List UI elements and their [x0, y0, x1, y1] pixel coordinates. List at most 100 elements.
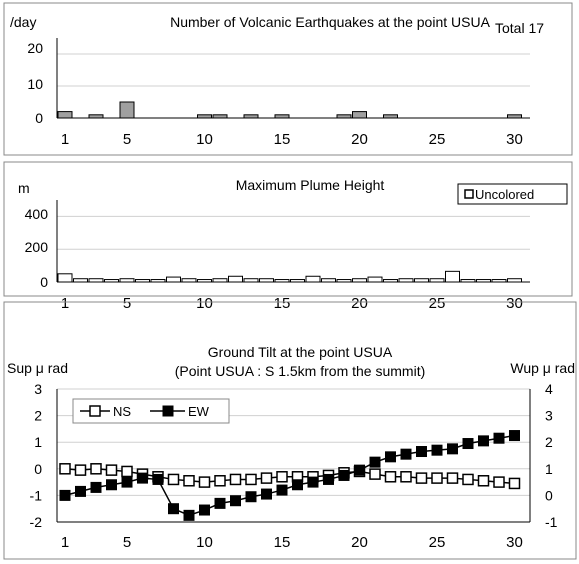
- plume-x-tick: 20: [351, 295, 368, 312]
- earthquake-x-tick: 15: [274, 131, 291, 148]
- tilt-ew-point: [214, 497, 226, 509]
- plume-y-tick: 200: [25, 239, 49, 255]
- tilt-legend: NS EW: [72, 398, 230, 424]
- earthquake-x-tick: 10: [196, 131, 213, 148]
- tilt-panel-frame: [3, 301, 577, 560]
- tilt-ns-point: [74, 464, 87, 476]
- plume-bar: [57, 273, 73, 283]
- plume-panel: Maximum Plume Height m Uncolored 400 200…: [3, 161, 573, 312]
- tilt-ew-point: [400, 448, 412, 460]
- tilt-ew-point: [199, 504, 210, 516]
- tilt-left-y-tick: -1: [30, 487, 43, 503]
- tilt-ns-point: [183, 475, 195, 487]
- tilt-x-tick: 15: [274, 534, 291, 551]
- plume-bar: [445, 270, 460, 283]
- plume-x-tick: 30: [506, 295, 523, 312]
- plume-x-tick: 15: [274, 295, 291, 312]
- tilt-ns-point: [245, 473, 257, 486]
- tilt-ew-point: [447, 443, 458, 455]
- tilt-legend-ns-label: NS: [113, 404, 131, 419]
- tilt-ew-point: [261, 488, 272, 500]
- earthquake-bar: [352, 111, 367, 119]
- tilt-ew-point: [230, 495, 241, 507]
- earthquake-chart-title: Number of Volcanic Earthquakes at the po…: [170, 14, 491, 30]
- tilt-x-tick: 30: [506, 534, 523, 551]
- plume-x-tick: 1: [61, 295, 69, 312]
- earthquake-x-tick: 25: [429, 131, 446, 148]
- plume-bar: [228, 275, 243, 283]
- plume-bar: [305, 275, 321, 283]
- tilt-ew-point: [90, 481, 102, 493]
- tilt-ew-point: [416, 446, 427, 458]
- earthquake-x-tick: 5: [123, 131, 131, 148]
- earthquake-x-tick: 1: [61, 131, 69, 148]
- plume-panel-frame: [3, 161, 573, 297]
- tilt-ew-point: [338, 469, 350, 481]
- earthquake-x-tick: 30: [506, 131, 523, 148]
- tilt-ew-point: [183, 509, 195, 521]
- tilt-right-y-tick: -1: [545, 514, 558, 530]
- tilt-left-y-tick: 0: [34, 461, 42, 477]
- earthquake-bar: [57, 111, 73, 119]
- plume-y-tick: 400: [25, 206, 49, 222]
- tilt-right-y-tick: 1: [545, 461, 553, 477]
- tilt-panel: Ground Tilt at the point USUA (Point USU…: [3, 301, 577, 560]
- tilt-ns-point: [198, 476, 211, 488]
- tilt-ns-point: [400, 471, 412, 483]
- tilt-ns-point: [167, 473, 180, 486]
- tilt-right-y-tick: 3: [545, 408, 553, 424]
- tilt-ew-point: [462, 438, 474, 450]
- earthquake-y-tick: 0: [35, 110, 43, 126]
- tilt-right-y-tick: 2: [545, 434, 553, 450]
- plume-legend-label: Uncolored: [475, 187, 534, 202]
- tilt-ew-point: [292, 479, 303, 491]
- tilt-ns-point: [105, 464, 118, 476]
- tilt-ew-point: [276, 484, 288, 496]
- plume-legend-swatch: [464, 189, 474, 199]
- tilt-x-tick: 25: [429, 534, 446, 551]
- tilt-x-tick: 10: [196, 534, 213, 551]
- plume-y-unit: m: [18, 180, 30, 196]
- tilt-x-tick: 5: [123, 534, 131, 551]
- earthquake-x-tick: 20: [351, 131, 368, 148]
- earthquake-y-tick: 20: [27, 40, 43, 56]
- plume-bar: [367, 276, 383, 283]
- tilt-ew-point: [431, 444, 443, 456]
- tilt-ns-point: [59, 463, 71, 475]
- plume-chart-title: Maximum Plume Height: [236, 177, 385, 193]
- tilt-ns-point: [214, 475, 226, 487]
- tilt-ns-point: [462, 473, 474, 486]
- tilt-chart-title: Ground Tilt at the point USUA: [208, 344, 393, 360]
- tilt-ew-point: [168, 503, 179, 515]
- tilt-ns-point: [121, 465, 133, 478]
- earthquake-y-tick: 10: [27, 76, 43, 92]
- tilt-ew-point: [137, 472, 148, 484]
- tilt-ns-point: [260, 472, 273, 484]
- tilt-chart-subtitle: (Point USUA : S 1.5km from the summit): [175, 363, 426, 379]
- tilt-ns-point: [90, 463, 102, 475]
- tilt-ns-point: [384, 471, 397, 483]
- plume-x-tick: 10: [196, 295, 213, 312]
- plume-legend: Uncolored: [457, 183, 568, 205]
- tilt-ns-point: [431, 472, 443, 484]
- earthquake-panel-frame: [3, 2, 573, 156]
- tilt-left-y-tick: 2: [34, 408, 42, 424]
- tilt-ns-point: [369, 468, 381, 480]
- tilt-left-y-tick: -2: [30, 514, 43, 530]
- tilt-legend-ns-marker: [89, 405, 101, 417]
- tilt-right-axis-label: Wup μ rad: [510, 360, 575, 376]
- tilt-ew-point: [152, 473, 164, 485]
- tilt-ns-point: [276, 471, 288, 483]
- tilt-ew-point: [75, 485, 86, 497]
- tilt-ew-point: [307, 476, 319, 488]
- earthquake-bar: [119, 101, 135, 119]
- tilt-ns-point: [229, 473, 242, 486]
- tilt-ns-point: [493, 476, 505, 488]
- tilt-left-axis-label: Sup μ rad: [7, 360, 68, 376]
- plume-x-tick: 25: [429, 295, 446, 312]
- tilt-ns-point: [415, 472, 428, 484]
- tilt-x-tick: 1: [61, 534, 69, 551]
- tilt-left-y-tick: 3: [34, 381, 42, 397]
- tilt-legend-ew-label: EW: [188, 404, 210, 419]
- tilt-left-y-tick: 1: [34, 434, 42, 450]
